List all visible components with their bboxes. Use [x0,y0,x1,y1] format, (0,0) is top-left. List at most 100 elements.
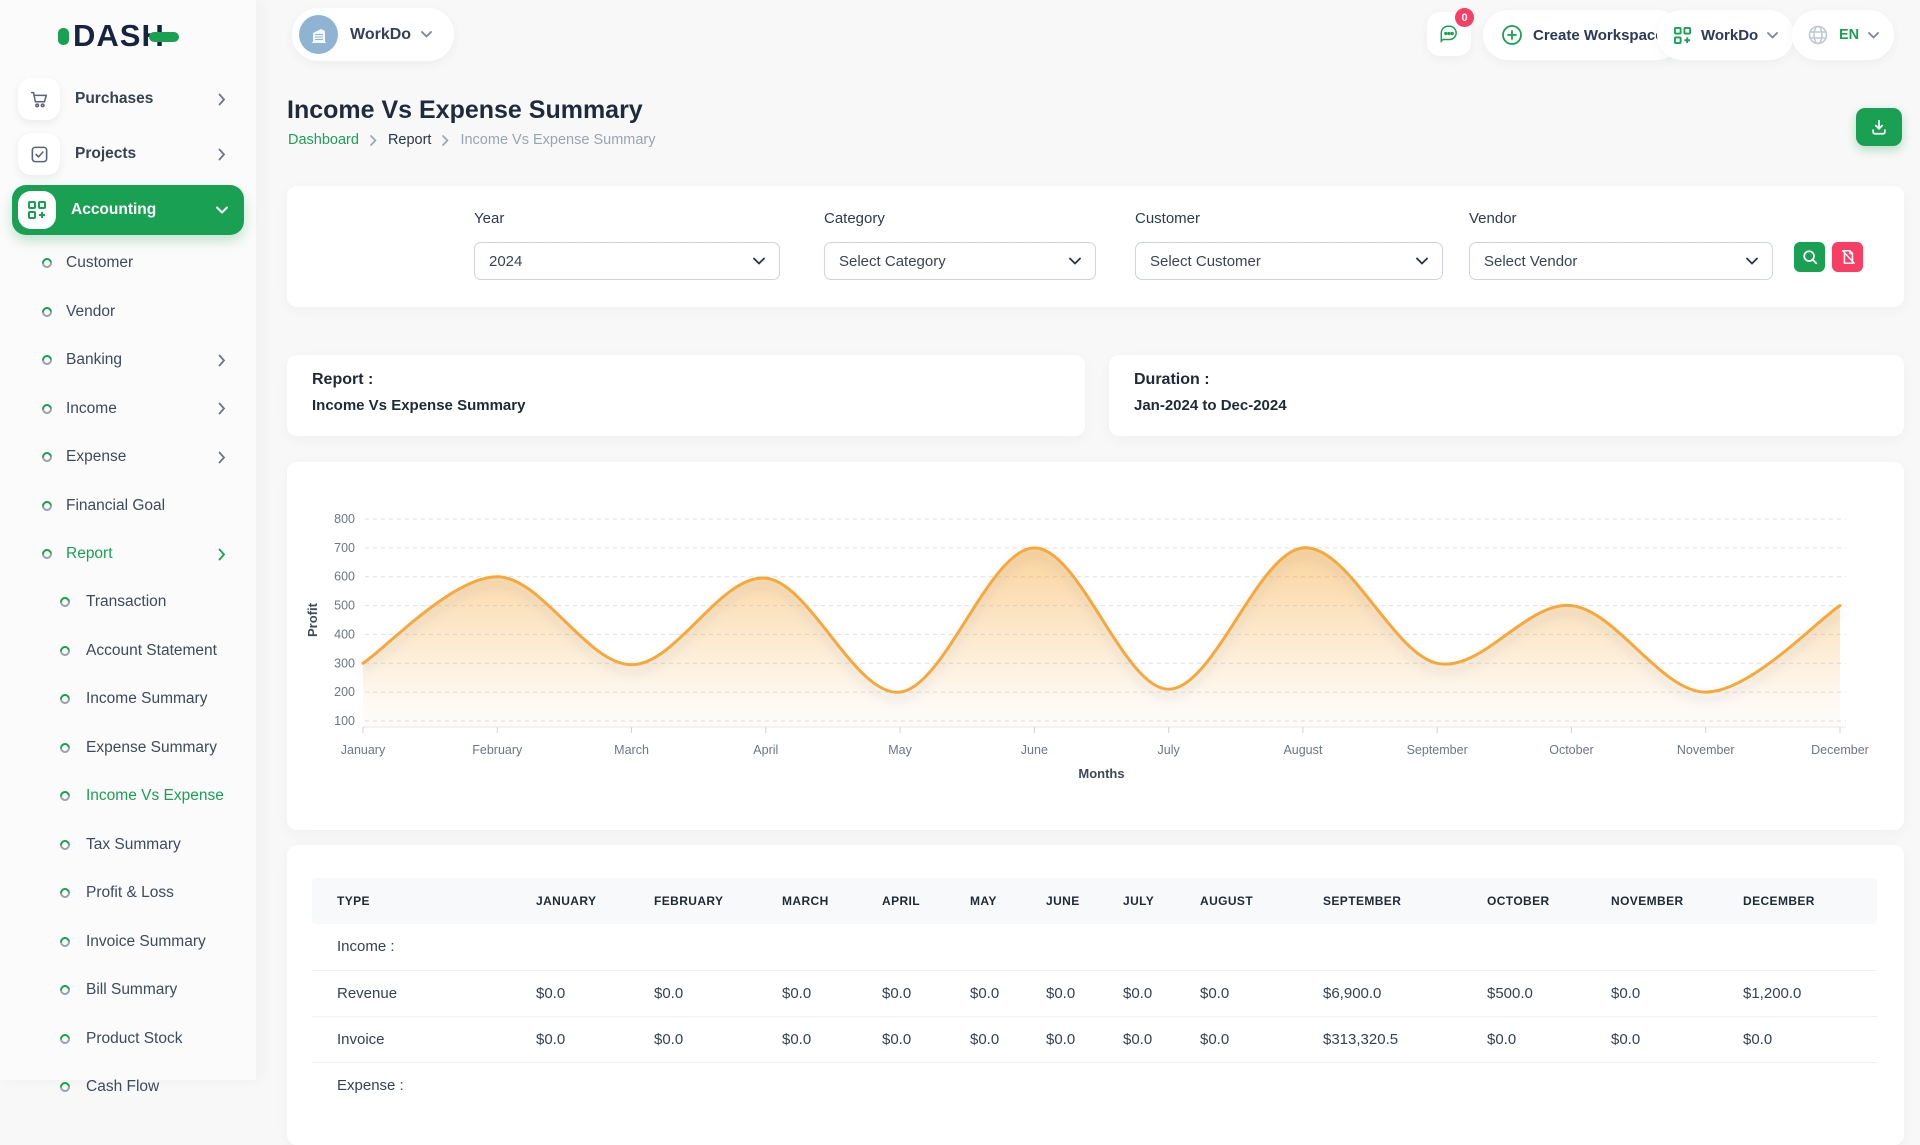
cell-value: $0.0 [654,1016,782,1062]
cell-value: $0.0 [782,970,882,1016]
cell-value: $0.0 [1123,1016,1200,1062]
column-header-august: AUGUST [1200,878,1323,924]
column-header-december: DECEMBER [1743,878,1877,924]
sidebar-item-accounting[interactable]: Accounting [12,185,244,235]
chevron-right-icon [218,451,226,464]
cell-value: $1,200.0 [1743,970,1877,1016]
bullet-icon [40,499,54,513]
x-tick-label: April [753,743,778,757]
cell-value: $0.0 [1743,1016,1877,1062]
sidebar-item-product-stock[interactable]: Product Stock [0,1015,256,1064]
duration-label: Duration : [1134,371,1210,389]
profit-chart-card: 100200300400500600700800JanuaryFebruaryM… [287,462,1904,830]
x-tick-label: December [1811,743,1869,757]
breadcrumb-dashboard[interactable]: Dashboard [288,132,359,148]
chevron-down-icon [216,206,228,214]
column-header-may: MAY [970,878,1046,924]
chevron-right-icon [370,135,377,146]
sidebar-item-purchases[interactable]: Purchases [12,71,244,127]
sidebar-item-bill-summary[interactable]: Bill Summary [0,966,256,1015]
report-value: Income Vs Expense Summary [312,397,525,414]
language-selector[interactable]: EN [1792,10,1894,60]
sidebar-item-banking[interactable]: Banking [0,336,256,385]
bullet-icon [40,402,54,416]
workspace-chip[interactable]: WorkDo [292,8,454,61]
sidebar-item-expense[interactable]: Expense [0,433,256,482]
sidebar-item-tax-summary[interactable]: Tax Summary [0,821,256,870]
bullet-icon [58,886,72,900]
y-tick-label: 800 [334,512,355,526]
sidebar-item-report[interactable]: Report [0,530,256,579]
sidebar-item-customer[interactable]: Customer [0,239,256,288]
vendor-select[interactable]: Select Vendor [1469,242,1773,280]
x-tick-label: January [341,743,386,757]
income-vs-expense-chart: 100200300400500600700800JanuaryFebruaryM… [287,462,1904,830]
clear-filter-icon [1840,249,1856,265]
workspace-switcher[interactable]: WorkDo [1657,10,1794,60]
section-label: Expense : [312,1062,1877,1108]
breadcrumb-report[interactable]: Report [388,132,432,148]
page-title: Income Vs Expense Summary [287,96,643,125]
sidebar-item-projects[interactable]: Projects [12,126,244,182]
column-header-june: JUNE [1046,878,1123,924]
filters-panel: Year 2024 Category Select Category Custo… [287,186,1904,307]
cell-value: $0.0 [1487,1016,1611,1062]
section-row-income: Income : [312,924,1877,970]
download-button[interactable] [1856,108,1902,146]
apply-filter-button[interactable] [1794,242,1825,272]
column-header-march: MARCH [782,878,882,924]
sidebar-item-label: Profit & Loss [86,884,256,902]
chevron-down-icon [1069,257,1081,265]
year-select[interactable]: 2024 [474,242,780,280]
income-expense-table-card: TYPEJANUARYFEBRUARYMARCHAPRILMAYJUNEJULY… [287,845,1904,1145]
sidebar-report-submenu: Transaction Account Statement Income Sum… [0,578,256,1112]
customer-select[interactable]: Select Customer [1135,242,1443,280]
sidebar-item-account-statement[interactable]: Account Statement [0,627,256,676]
create-workspace-button[interactable]: Create Workspace [1483,10,1682,60]
chevron-down-icon [1746,257,1758,265]
sidebar-item-profit-loss[interactable]: Profit & Loss [0,869,256,918]
x-tick-label: May [888,743,912,757]
chevron-right-icon [442,135,449,146]
grid-plus-icon [18,191,56,229]
sidebar-item-expense-summary[interactable]: Expense Summary [0,724,256,773]
sidebar-item-transaction[interactable]: Transaction [0,578,256,627]
globe-icon [1807,24,1829,46]
language-code: EN [1839,27,1859,43]
sidebar-item-financial-goal[interactable]: Financial Goal [0,482,256,531]
workspace-name: WorkDo [350,26,411,44]
category-label: Category [824,210,885,227]
bullet-icon [58,741,72,755]
sidebar-item-income-vs-expense[interactable]: Income Vs Expense [0,772,256,821]
reset-filter-button[interactable] [1832,242,1863,272]
cell-value: $0.0 [882,970,970,1016]
section-label: Income : [312,924,1877,970]
y-axis-title: Profit [305,602,320,637]
y-tick-label: 500 [334,599,355,613]
sidebar-item-invoice-summary[interactable]: Invoice Summary [0,918,256,967]
chevron-down-icon [1416,257,1428,265]
category-select[interactable]: Select Category [824,242,1096,280]
chevron-right-icon [218,148,226,161]
sidebar-item-vendor[interactable]: Vendor [0,288,256,337]
table-row-revenue: Revenue$0.0$0.0$0.0$0.0$0.0$0.0$0.0$0.0$… [312,970,1877,1016]
app-logo[interactable]: DASH [58,18,179,54]
sidebar-item-label: Income [66,400,218,418]
bullet-icon [58,838,72,852]
vendor-label: Vendor [1469,210,1517,227]
year-label: Year [474,210,504,227]
bullet-icon [58,935,72,949]
sidebar-item-label: Vendor [66,303,256,321]
section-row-expense: Expense : [312,1062,1877,1108]
report-summary-card: Report : Income Vs Expense Summary [287,355,1085,436]
sidebar-item-income-summary[interactable]: Income Summary [0,675,256,724]
breadcrumb: Dashboard Report Income Vs Expense Summa… [288,132,656,148]
bullet-icon [40,450,54,464]
bullet-icon [58,789,72,803]
sidebar-item-income[interactable]: Income [0,385,256,434]
sidebar-item-label: Invoice Summary [86,933,256,951]
plus-circle-icon [1501,24,1523,46]
x-tick-label: July [1158,743,1181,757]
sidebar-item-label: Account Statement [86,642,256,660]
sidebar-item-label: Bill Summary [86,981,256,999]
